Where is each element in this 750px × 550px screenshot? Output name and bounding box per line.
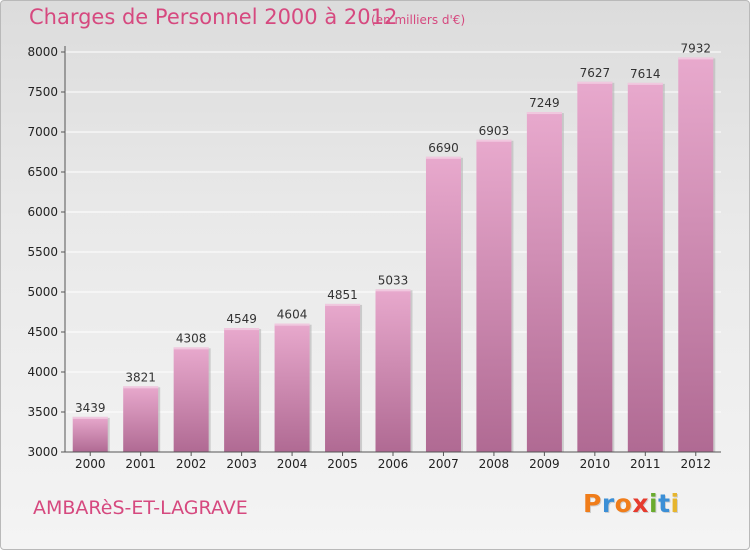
logo-letter: x (632, 489, 649, 518)
bar-2003 (224, 328, 260, 452)
x-tick-label-2000: 2000 (75, 457, 106, 471)
x-tick-label-2007: 2007 (428, 457, 459, 471)
y-tick-label: 5500 (27, 245, 58, 259)
x-tick-label-2011: 2011 (630, 457, 661, 471)
data-label-2003: 4549 (226, 312, 257, 326)
data-label-2009: 7249 (529, 96, 560, 110)
y-tick-label: 6000 (27, 205, 58, 219)
bar-2007 (425, 156, 461, 453)
bar-highlight (526, 112, 562, 115)
commune-name: AMBARèS-ET-LAGRAVE (33, 497, 248, 519)
data-label-2012: 7932 (680, 41, 711, 55)
bar-2006 (375, 289, 411, 452)
bar-2000 (72, 416, 108, 452)
bar-highlight (476, 139, 512, 142)
bar-highlight (72, 416, 108, 419)
x-tick-label-2003: 2003 (226, 457, 257, 471)
y-tick-label: 6500 (27, 165, 58, 179)
bar-highlight (224, 328, 260, 331)
x-tick-label-2005: 2005 (327, 457, 358, 471)
bar-2010 (577, 81, 613, 452)
x-tick-label-2009: 2009 (529, 457, 560, 471)
y-tick-label: 7000 (27, 125, 58, 139)
logo-letter: i (649, 489, 659, 518)
proxiti-logo: Proxiti (583, 489, 680, 518)
logo-letter: i (670, 489, 680, 518)
x-tick-label-2001: 2001 (125, 457, 156, 471)
data-label-2005: 4851 (327, 288, 358, 302)
bar-2008 (476, 139, 512, 452)
bar-highlight (274, 323, 310, 326)
data-label-2011: 7614 (630, 67, 661, 81)
data-label-2004: 4604 (277, 308, 308, 322)
chart-subtitle: (en milliers d'€) (371, 13, 466, 27)
bar-highlight (425, 156, 461, 159)
x-tick-label-2002: 2002 (176, 457, 207, 471)
bars (72, 57, 716, 453)
bar-2005 (325, 303, 361, 452)
bar-highlight (678, 57, 714, 60)
y-tick-label: 5000 (27, 285, 58, 299)
y-tick-label: 4500 (27, 325, 58, 339)
bar-2004 (274, 323, 310, 452)
logo-letter: t (658, 489, 671, 518)
bar-highlight (627, 82, 663, 85)
bar-highlight (123, 386, 159, 389)
y-tick-label: 3000 (27, 445, 58, 459)
data-label-2010: 7627 (580, 66, 611, 80)
data-label-2002: 4308 (176, 331, 207, 345)
axes: 3000 3500 4000 4500 5000 5500 6000 6500 7000 7500… (27, 45, 721, 471)
bar-2001 (123, 386, 159, 452)
x-tick-label-2010: 2010 (580, 457, 611, 471)
data-label-2008: 6903 (479, 124, 510, 138)
data-label-2001: 3821 (125, 370, 156, 384)
y-tick-label: 3500 (27, 405, 58, 419)
logo-letter: o (614, 489, 633, 518)
y-tick-label: 8000 (27, 45, 58, 59)
bar-2012 (678, 57, 714, 452)
y-tick-label: 7500 (27, 85, 58, 99)
bar-2002 (173, 347, 209, 452)
data-labels: 3439 3821 4308 4549 4604 4851 5033 6690 6903 7249… (75, 41, 711, 414)
data-label-2006: 5033 (378, 273, 409, 287)
logo-letter: P (583, 489, 602, 518)
x-tick-label-2012: 2012 (680, 457, 711, 471)
logo-letter: r (601, 489, 615, 518)
chart-title: Charges de Personnel 2000 à 2012 (29, 5, 398, 29)
x-tick-label-2004: 2004 (277, 457, 308, 471)
data-label-2000: 3439 (75, 401, 106, 415)
x-tick-label-2008: 2008 (479, 457, 510, 471)
bar-2009 (526, 112, 562, 452)
bar-highlight (577, 81, 613, 84)
bar-highlight (173, 347, 209, 350)
x-tick-label-2006: 2006 (378, 457, 409, 471)
bar-highlight (375, 289, 411, 292)
bar-highlight (325, 303, 361, 306)
y-tick-label: 4000 (27, 365, 58, 379)
data-label-2007: 6690 (428, 141, 459, 155)
bar-2011 (627, 82, 663, 452)
